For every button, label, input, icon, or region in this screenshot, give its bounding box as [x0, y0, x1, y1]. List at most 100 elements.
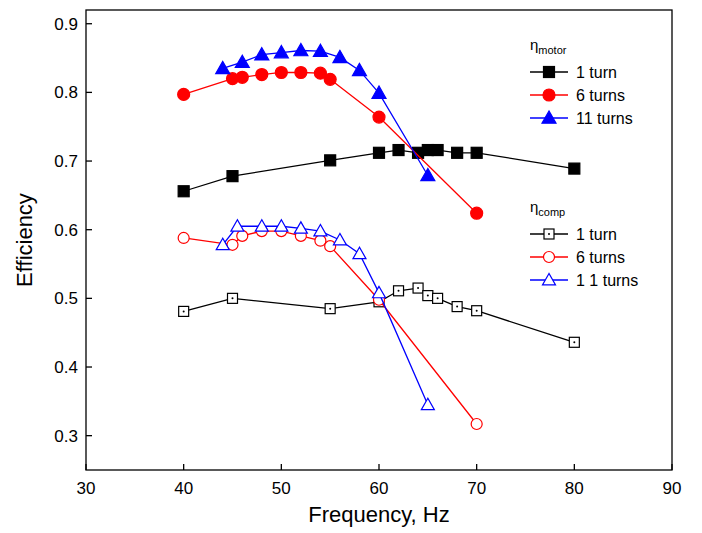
data-point [433, 293, 443, 303]
data-point [315, 235, 326, 246]
marker-dot [548, 233, 550, 235]
data-point [237, 230, 248, 241]
data-point [452, 302, 462, 312]
data-point [236, 71, 248, 83]
y-tick [86, 229, 92, 230]
data-point [569, 337, 579, 347]
data-point [471, 207, 483, 219]
legend-marker [544, 229, 554, 239]
series-line [184, 72, 477, 213]
data-point [216, 238, 229, 249]
x-tick-label: 50 [272, 479, 291, 498]
legend-title: ηcomp [530, 198, 565, 218]
x-tick [378, 464, 379, 470]
data-point [256, 69, 268, 81]
data-point [325, 241, 336, 252]
legend-line [530, 233, 568, 234]
data-point [325, 304, 335, 314]
y-tick [86, 366, 92, 367]
chart: 304050607080900.30.40.50.60.70.80.9Frequ… [0, 0, 702, 533]
y-axis-label: Efficiency [12, 193, 37, 287]
y-tick [86, 435, 92, 436]
x-tick-label: 40 [174, 479, 193, 498]
data-point [295, 66, 307, 78]
data-point [472, 306, 482, 316]
x-tick-label: 80 [565, 479, 584, 498]
legend-title-symbol: η [530, 198, 538, 215]
series-line [223, 51, 428, 176]
data-point [294, 44, 308, 56]
legend-title-sub: motor [538, 44, 566, 56]
series-line [184, 231, 477, 424]
plot-frame [86, 10, 672, 470]
marker-dot [427, 295, 429, 297]
y-tick-label: 0.8 [54, 83, 78, 102]
data-point [216, 61, 230, 73]
data-point [333, 234, 346, 245]
marker-dot [417, 287, 419, 289]
marker-dot [573, 341, 575, 343]
data-point [274, 46, 288, 58]
data-point [373, 111, 385, 123]
marker-dot [398, 290, 400, 292]
legend-title-sub: comp [538, 206, 565, 218]
marker-dot [476, 310, 478, 312]
data-point [452, 147, 463, 158]
legend-label: 11 turns [576, 110, 633, 127]
x-tick [183, 464, 184, 470]
data-point [255, 220, 268, 231]
data-point [372, 86, 386, 98]
y-tick [86, 160, 92, 161]
x-tick-label: 70 [467, 479, 486, 498]
x-tick-label: 90 [663, 479, 682, 498]
y-tick [86, 92, 92, 93]
y-tick-label: 0.5 [54, 289, 78, 308]
data-point [179, 306, 189, 316]
data-point [393, 145, 404, 156]
data-point [235, 55, 249, 67]
x-tick [85, 464, 86, 470]
data-point [231, 220, 244, 231]
data-point [421, 398, 434, 409]
y-tick-label: 0.7 [54, 152, 78, 171]
data-point [352, 63, 366, 75]
legend: ηmotor1 turn6 turns11 turnsηcomp1 turn6 … [530, 36, 638, 289]
x-tick [476, 464, 477, 470]
data-point [275, 66, 287, 78]
x-tick-label: 30 [77, 479, 96, 498]
data-point [275, 220, 288, 231]
series-line [223, 226, 428, 405]
marker-dot [437, 297, 439, 299]
data-point [228, 293, 238, 303]
marker-dot [183, 310, 185, 312]
plot-data [178, 44, 580, 430]
data-point [178, 232, 189, 243]
marker-dot [329, 308, 331, 310]
legend-title-symbol: η [530, 36, 538, 53]
data-point [413, 283, 423, 293]
data-point [423, 291, 433, 301]
marker-dot [232, 297, 234, 299]
legend-marker [544, 252, 555, 263]
data-point [294, 222, 307, 233]
data-point [432, 145, 443, 156]
legend-marker [544, 67, 555, 78]
legend-marker [543, 274, 556, 285]
data-point [255, 48, 269, 60]
y-tick [86, 298, 92, 299]
legend-label: 6 turns [576, 249, 625, 266]
data-point [314, 225, 327, 236]
data-point [227, 171, 238, 182]
data-point [471, 147, 482, 158]
y-tick-label: 0.4 [54, 358, 78, 377]
data-point [569, 163, 580, 174]
y-tick-label: 0.3 [54, 427, 78, 446]
data-point [313, 44, 327, 56]
legend-label: 1 turn [576, 64, 617, 81]
y-tick [86, 23, 92, 24]
x-tick [574, 464, 575, 470]
legend-label: 1 turn [576, 226, 617, 243]
data-point [178, 186, 189, 197]
data-point [471, 419, 482, 430]
data-point [325, 155, 336, 166]
